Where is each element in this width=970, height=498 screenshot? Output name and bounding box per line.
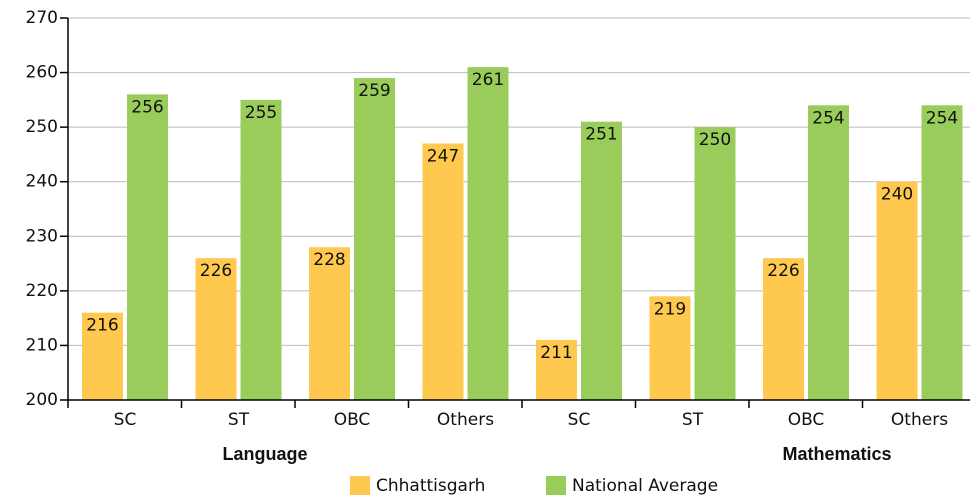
data-label: 226 <box>200 261 232 281</box>
x-tick-label: Others <box>891 410 948 430</box>
data-label: 226 <box>767 261 799 281</box>
y-tick-label: 270 <box>26 8 58 28</box>
bar <box>240 99 282 400</box>
x-tick-label: ST <box>682 410 704 430</box>
bar <box>921 105 963 401</box>
data-label: 254 <box>926 108 958 128</box>
bar <box>354 78 395 401</box>
y-tick-label: 230 <box>26 226 58 246</box>
data-label: 255 <box>245 103 277 123</box>
data-label: 247 <box>427 147 459 167</box>
x-tick-label: SC <box>114 410 137 430</box>
data-label: 256 <box>131 97 163 117</box>
y-tick-label: 260 <box>26 63 58 83</box>
bar <box>467 67 509 400</box>
x-tick-label: SC <box>568 410 591 430</box>
group-label: Mathematics <box>782 444 891 464</box>
bar <box>876 181 918 400</box>
data-label: 261 <box>472 70 504 90</box>
legend-swatch <box>546 476 566 495</box>
x-tick-label: Others <box>437 410 494 430</box>
x-tick-label: OBC <box>788 410 825 430</box>
data-label: 219 <box>654 299 686 319</box>
data-label: 216 <box>86 316 118 336</box>
bar <box>536 339 577 400</box>
bar <box>309 247 350 400</box>
bar <box>195 258 237 400</box>
y-tick-label: 220 <box>26 281 58 301</box>
y-tick-label: 210 <box>26 335 58 355</box>
bar <box>581 121 622 400</box>
bar <box>127 94 168 401</box>
x-tick-label: ST <box>228 410 250 430</box>
data-label: 250 <box>699 130 731 150</box>
bar <box>763 258 804 400</box>
bar <box>82 312 123 400</box>
bar <box>694 127 736 401</box>
x-tick-label: OBC <box>334 410 371 430</box>
bar <box>808 105 849 401</box>
data-label: 211 <box>540 343 572 363</box>
bar <box>649 296 691 400</box>
legend-swatch <box>350 476 370 495</box>
y-tick-label: 240 <box>26 172 58 192</box>
legend-label: Chhattisgarh <box>376 476 485 496</box>
data-label: 259 <box>358 81 390 101</box>
data-label: 254 <box>812 108 844 128</box>
data-label: 228 <box>313 250 345 270</box>
group-label: Language <box>222 444 307 464</box>
legend-label: National Average <box>572 476 718 496</box>
data-label: 251 <box>585 125 617 145</box>
y-tick-label: 200 <box>26 390 58 410</box>
data-label: 240 <box>881 185 913 205</box>
bar <box>422 143 464 400</box>
y-tick-label: 250 <box>26 117 58 137</box>
